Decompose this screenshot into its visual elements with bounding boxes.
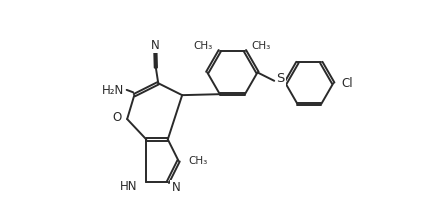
Text: O: O — [112, 111, 122, 124]
Text: CH₃: CH₃ — [252, 41, 271, 51]
Text: S: S — [276, 72, 285, 85]
Text: Cl: Cl — [341, 77, 353, 90]
Text: H₂N: H₂N — [102, 84, 124, 97]
Text: HN: HN — [120, 180, 137, 193]
Text: CH₃: CH₃ — [189, 156, 208, 166]
Text: N: N — [151, 39, 160, 52]
Text: N: N — [172, 181, 180, 194]
Text: CH₃: CH₃ — [194, 41, 213, 51]
